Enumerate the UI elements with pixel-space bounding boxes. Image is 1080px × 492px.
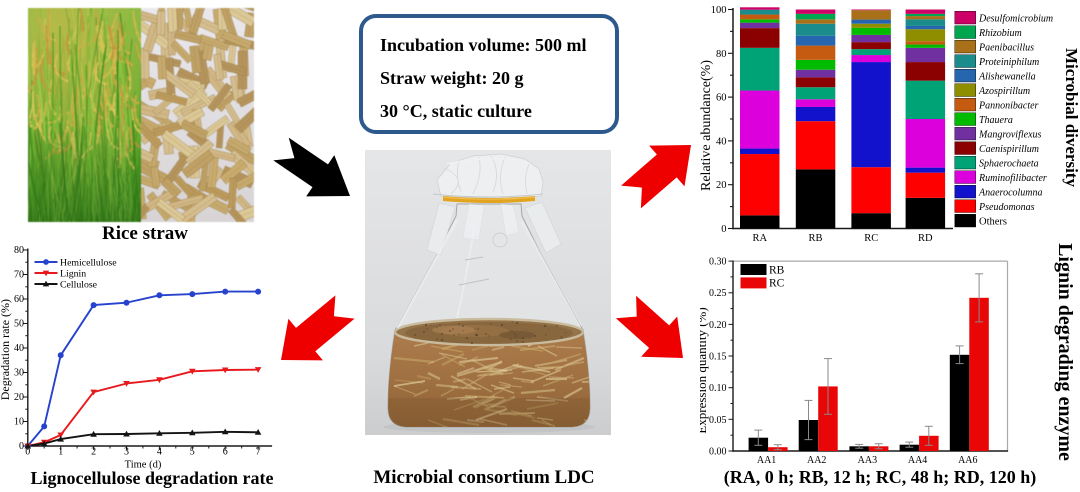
svg-text:Alishewanella: Alishewanella xyxy=(978,71,1036,82)
svg-text:Proteiniphilum: Proteiniphilum xyxy=(978,57,1039,68)
svg-text:Degradation rate (%): Degradation rate (%) xyxy=(0,299,12,400)
svg-text:AA3: AA3 xyxy=(858,455,877,466)
svg-text:Paenibacillus: Paenibacillus xyxy=(978,42,1034,53)
svg-text:60: 60 xyxy=(14,294,24,305)
svg-text:Thauera: Thauera xyxy=(979,115,1013,126)
svg-text:RC: RC xyxy=(769,278,785,290)
svg-text:6: 6 xyxy=(223,447,228,458)
svg-text:80: 80 xyxy=(716,49,727,60)
svg-text:0.30: 0.30 xyxy=(709,257,727,268)
svg-text:7: 7 xyxy=(256,447,261,458)
svg-text:0.05: 0.05 xyxy=(709,415,727,426)
svg-text:40: 40 xyxy=(14,343,24,354)
svg-text:40: 40 xyxy=(716,136,727,147)
svg-text:0: 0 xyxy=(19,441,24,452)
svg-text:80: 80 xyxy=(14,245,24,256)
svg-text:AA2: AA2 xyxy=(807,455,826,466)
svg-text:70: 70 xyxy=(14,270,24,281)
svg-text:Mangroviflexus: Mangroviflexus xyxy=(978,129,1042,140)
svg-text:2: 2 xyxy=(91,447,96,458)
svg-text:Rhizobium: Rhizobium xyxy=(978,28,1022,39)
svg-text:Sphaerochaeta: Sphaerochaeta xyxy=(979,158,1039,169)
svg-text:Cellulose: Cellulose xyxy=(60,279,98,290)
svg-text:Hemicellulose: Hemicellulose xyxy=(60,257,117,268)
svg-text:Anaerocolumna: Anaerocolumna xyxy=(978,187,1043,198)
svg-text:RB: RB xyxy=(808,233,822,244)
svg-text:Others: Others xyxy=(979,216,1007,227)
svg-text:RB: RB xyxy=(769,264,785,276)
svg-text:20: 20 xyxy=(14,392,24,403)
svg-text:5: 5 xyxy=(190,447,195,458)
svg-text:Pannonibacter: Pannonibacter xyxy=(978,100,1039,111)
svg-text:Pseudomonas: Pseudomonas xyxy=(978,202,1035,213)
svg-text:1: 1 xyxy=(58,447,63,458)
svg-text:0.10: 0.10 xyxy=(709,383,727,394)
svg-text:Relative abundance(%): Relative abundance(%) xyxy=(700,60,714,191)
svg-text:30: 30 xyxy=(14,368,24,379)
svg-text:Caenispirillum: Caenispirillum xyxy=(979,144,1039,155)
svg-text:3: 3 xyxy=(124,447,129,458)
svg-text:Expression quantity (%): Expression quantity (%) xyxy=(700,307,709,433)
svg-text:0.00: 0.00 xyxy=(709,446,727,457)
svg-text:0.25: 0.25 xyxy=(709,288,727,299)
svg-text:Lignin: Lignin xyxy=(60,268,86,279)
svg-text:Azospirillum: Azospirillum xyxy=(978,86,1030,97)
svg-text:0.20: 0.20 xyxy=(709,320,727,331)
svg-text:Microbial diversity: Microbial diversity xyxy=(1062,48,1080,187)
svg-text:0: 0 xyxy=(721,224,726,235)
svg-text:20: 20 xyxy=(716,180,727,191)
svg-text:AA4: AA4 xyxy=(908,455,927,466)
svg-text:0.15: 0.15 xyxy=(709,351,727,362)
svg-text:AA6: AA6 xyxy=(958,455,977,466)
svg-text:Ruminofilibacter: Ruminofilibacter xyxy=(978,173,1047,184)
svg-text:60: 60 xyxy=(716,93,727,104)
svg-text:0: 0 xyxy=(25,447,30,458)
svg-text:Time (d): Time (d) xyxy=(125,460,162,471)
svg-text:10: 10 xyxy=(14,417,24,428)
svg-text:RC: RC xyxy=(864,233,878,244)
svg-text:RD: RD xyxy=(918,233,933,244)
svg-text:Desulfomicrobium: Desulfomicrobium xyxy=(978,13,1053,24)
svg-text:50: 50 xyxy=(14,319,24,330)
svg-text:RA: RA xyxy=(753,233,768,244)
svg-text:AA1: AA1 xyxy=(757,455,776,466)
svg-text:100: 100 xyxy=(711,5,727,16)
svg-text:4: 4 xyxy=(157,447,162,458)
